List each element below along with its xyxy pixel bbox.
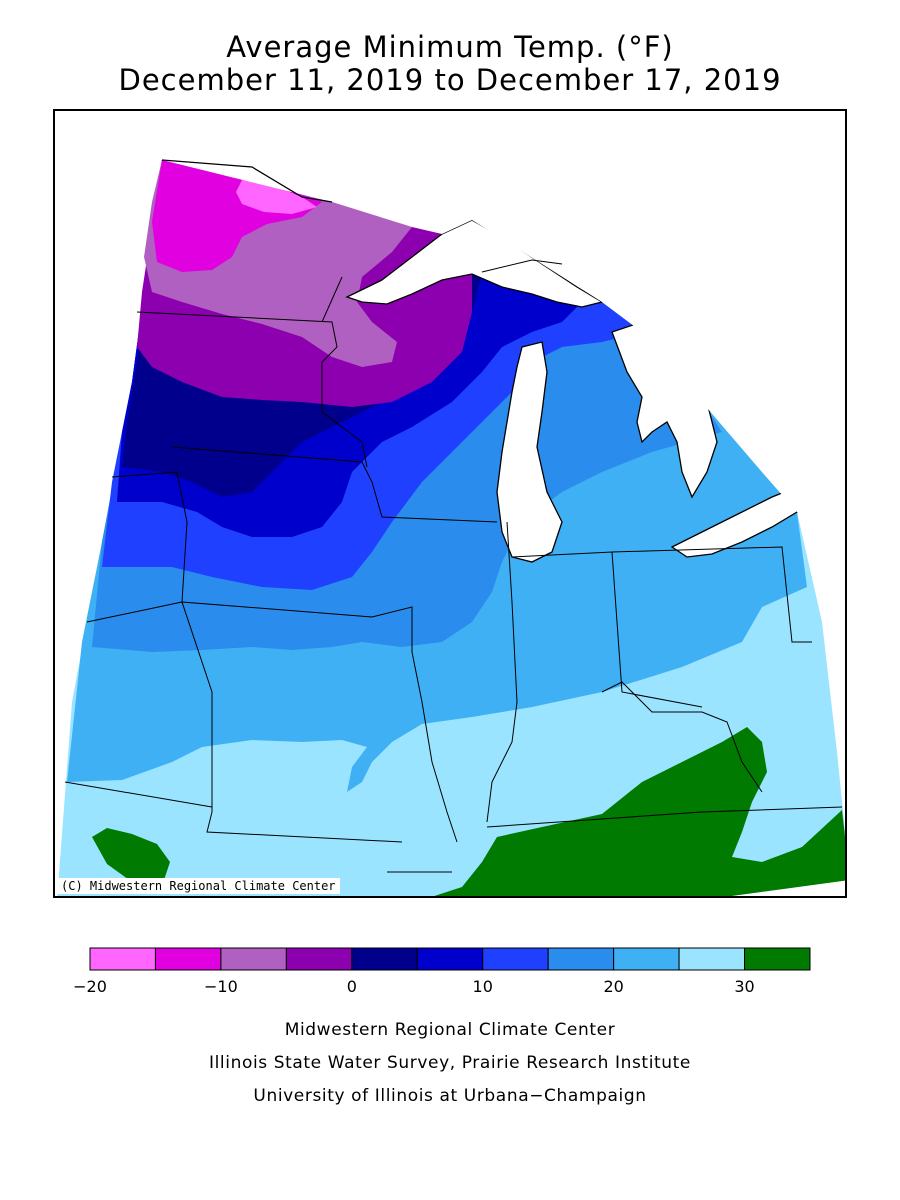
legend-swatch [220,947,287,971]
credit-line-2: Illinois State Water Survey, Prairie Res… [209,1053,691,1073]
state-boundaries [64,259,843,873]
band-neg20-neg15 [236,180,317,214]
legend-tick-label: 0 [346,977,357,996]
lake-michigan [496,341,563,563]
legend-tick-label: 20 [603,977,624,996]
map-date-range: December 11, 2019 to December 17, 2019 [118,63,782,97]
legend-swatch [285,947,353,971]
domain-outline [161,159,333,203]
map-frame: (C) Midwestern Regional Climate Center [53,109,847,898]
legend-tick-label: −10 [204,977,238,996]
credit-line-3: University of Illinois at Urbana−Champai… [253,1086,647,1106]
legend-swatch [154,947,222,971]
canada-white [55,111,845,522]
copyright-notice: (C) Midwestern Regional Climate Center [57,878,340,894]
band-30-35-east [434,727,845,896]
legend-tick-label: 10 [472,977,493,996]
credit-line-1: Midwestern Regional Climate Center [284,1020,616,1040]
legend-swatch [613,947,680,971]
legend-swatch [678,947,746,971]
legend-tick-label: −20 [73,977,107,996]
legend-swatch [351,947,418,971]
band-30-35-west [92,828,170,882]
legend-colorbar [89,947,811,971]
map-title: Average Minimum Temp. (°F) [226,30,674,64]
legend-swatch [89,947,156,971]
legend-swatch [744,947,811,971]
legend-swatch [416,947,484,971]
legend-swatch [482,947,549,971]
temperature-map [55,111,845,896]
legend-swatch [547,947,615,971]
legend-tick-label: 30 [734,977,755,996]
